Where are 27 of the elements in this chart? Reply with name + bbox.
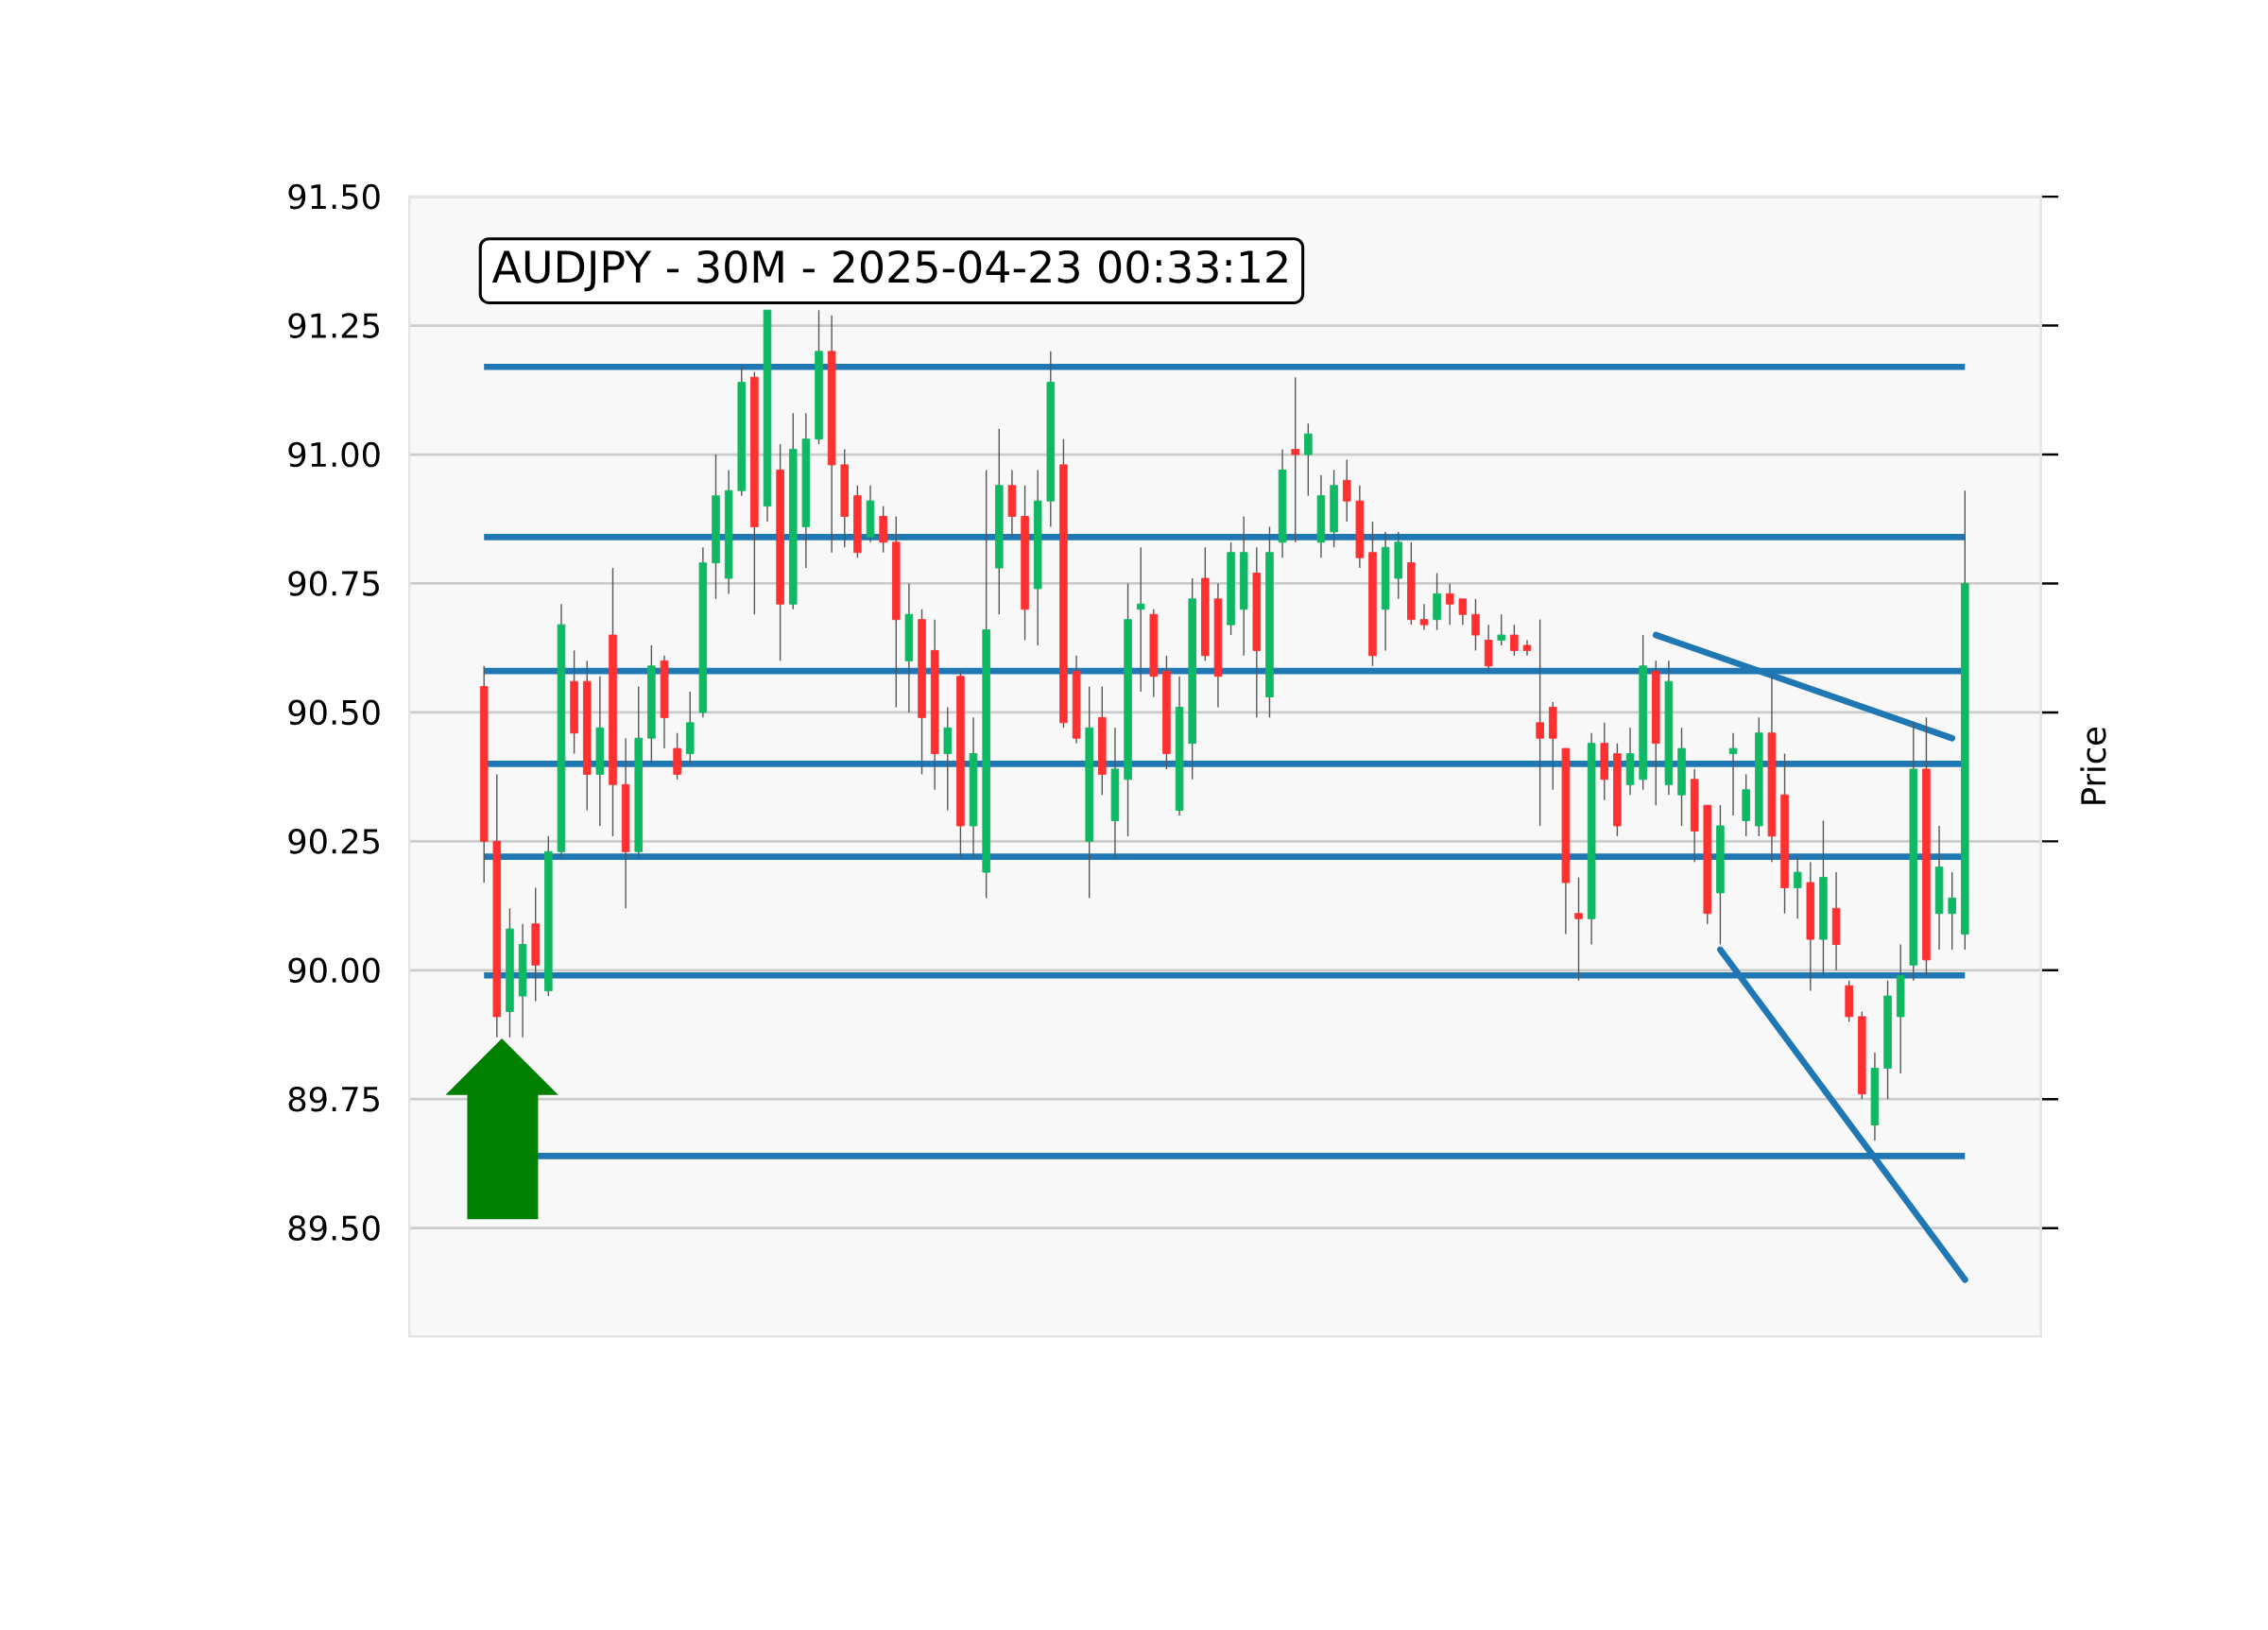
candlestick <box>1445 582 1454 626</box>
y-tick-label: 89.75 <box>288 1086 379 1112</box>
candlestick <box>1510 624 1519 657</box>
y-tick-label: 90.75 <box>288 571 379 596</box>
candlestick <box>1522 639 1532 657</box>
candlestick <box>1497 613 1506 646</box>
candlestick <box>1291 376 1299 543</box>
y-tick-label: 89.50 <box>288 1215 380 1241</box>
candlestick <box>1728 732 1738 816</box>
y-tick-label: 91.00 <box>288 441 380 468</box>
y-tick-label: 90.00 <box>288 957 380 984</box>
candlestick <box>1458 598 1468 626</box>
candlestick <box>1471 598 1480 652</box>
candlestick <box>1419 603 1429 631</box>
text: AUDJPY - 30M - 2025-04-23 00:33:12 <box>491 249 1287 292</box>
y-tick-label: 91.25 <box>288 313 379 338</box>
candlestick <box>1948 871 1956 951</box>
y-axis-title: Price <box>2080 728 2106 804</box>
candlestick <box>1342 458 1351 523</box>
candlestick <box>1793 856 1802 919</box>
candlestick <box>1136 546 1145 693</box>
candlestick <box>1574 876 1583 982</box>
candlestick <box>1304 422 1313 497</box>
y-tick-label: 90.25 <box>288 829 379 854</box>
candlestick <box>1536 618 1544 827</box>
y-tick-label: 91.50 <box>288 183 380 210</box>
y-tick-label: 90.50 <box>288 699 380 726</box>
